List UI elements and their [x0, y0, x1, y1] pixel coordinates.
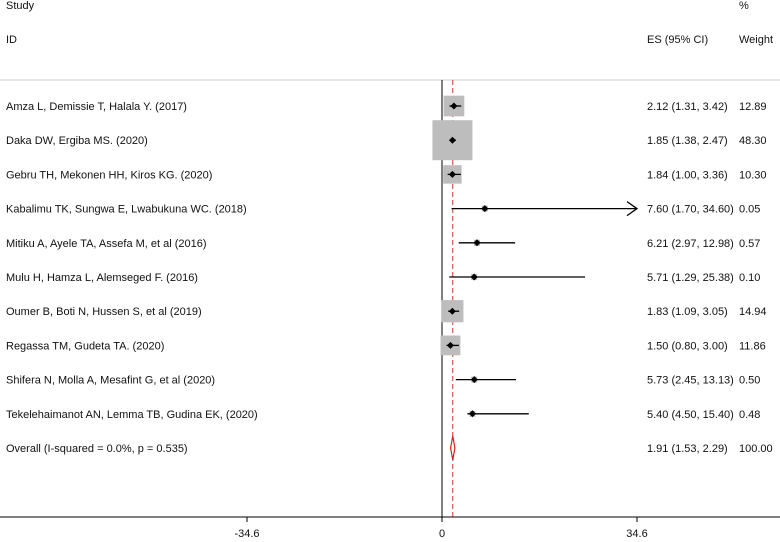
- header-id: ID: [6, 34, 17, 46]
- overall-label: Overall (I-squared = 0.0%, p = 0.535): [6, 443, 188, 455]
- study-es-ci: 1.83 (1.09, 3.05): [647, 306, 728, 318]
- study-point-estimate: [446, 341, 454, 349]
- header-es: ES (95% CI): [647, 34, 708, 46]
- x-axis-tick-label: 0: [439, 528, 445, 540]
- study-point-estimate: [448, 136, 456, 144]
- study-point-estimate: [450, 102, 458, 110]
- study-es-ci: 5.40 (4.50, 15.40): [647, 409, 734, 421]
- study-point-estimate: [448, 307, 456, 315]
- study-point-estimate: [448, 170, 456, 178]
- header-weight-percent: %: [739, 0, 749, 12]
- study-es-ci: 5.71 (1.29, 25.38): [647, 272, 734, 284]
- study-label: Kabalimu TK, Sungwa E, Lwabukuna WC. (20…: [6, 204, 247, 216]
- study-es-ci: 5.73 (2.45, 13.13): [647, 375, 734, 387]
- study-weight: 12.89: [739, 101, 767, 113]
- study-es-ci: 6.21 (2.97, 12.98): [647, 238, 734, 250]
- study-label: Oumer B, Boti N, Hussen S, et al (2019): [6, 306, 202, 318]
- study-point-estimate: [470, 376, 478, 384]
- study-label: Mitiku A, Ayele TA, Assefa M, et al (201…: [6, 238, 207, 250]
- study-point-estimate: [481, 205, 489, 213]
- study-point-estimate: [470, 273, 478, 281]
- study-es-ci: 1.85 (1.38, 2.47): [647, 135, 728, 147]
- study-label: Tekelehaimanot AN, Lemma TB, Gudina EK, …: [6, 409, 258, 421]
- study-label: Shifera N, Molla A, Mesafint G, et al (2…: [6, 375, 215, 387]
- study-weight: 0.50: [739, 375, 760, 387]
- header-study: Study: [6, 0, 35, 12]
- study-label: Mulu H, Hamza L, Alemseged F. (2016): [6, 272, 198, 284]
- x-axis-tick-label: 34.6: [626, 528, 647, 540]
- study-es-ci: 7.60 (1.70, 34.60): [647, 204, 734, 216]
- overall-diamond: [450, 435, 456, 461]
- header-weight: Weight: [739, 34, 773, 46]
- study-weight: 0.05: [739, 204, 760, 216]
- study-label: Regassa TM, Gudeta TA. (2020): [6, 340, 164, 352]
- study-label: Gebru TH, Mekonen HH, Kiros KG. (2020): [6, 169, 212, 181]
- study-es-ci: 2.12 (1.31, 3.42): [647, 101, 728, 113]
- study-label: Amza L, Demissie T, Halala Y. (2017): [6, 101, 187, 113]
- study-ci-arrow: [626, 201, 639, 217]
- study-weight: 0.57: [739, 238, 760, 250]
- study-weight: 48.30: [739, 135, 767, 147]
- study-weight: 10.30: [739, 169, 767, 181]
- study-es-ci: 1.84 (1.00, 3.36): [647, 169, 728, 181]
- study-weight: 11.86: [739, 340, 766, 352]
- study-weight: 0.10: [739, 272, 760, 284]
- study-weight: 0.48: [739, 409, 760, 421]
- study-point-estimate: [468, 410, 476, 418]
- study-weight: 14.94: [739, 306, 767, 318]
- study-es-ci: 1.50 (0.80, 3.00): [647, 340, 728, 352]
- overall-weight: 100.00: [739, 443, 773, 455]
- x-axis-tick-label: -34.6: [234, 528, 259, 540]
- study-point-estimate: [473, 239, 481, 247]
- study-label: Daka DW, Ergiba MS. (2020): [6, 135, 148, 147]
- overall-es-ci: 1.91 (1.53, 2.29): [647, 443, 728, 455]
